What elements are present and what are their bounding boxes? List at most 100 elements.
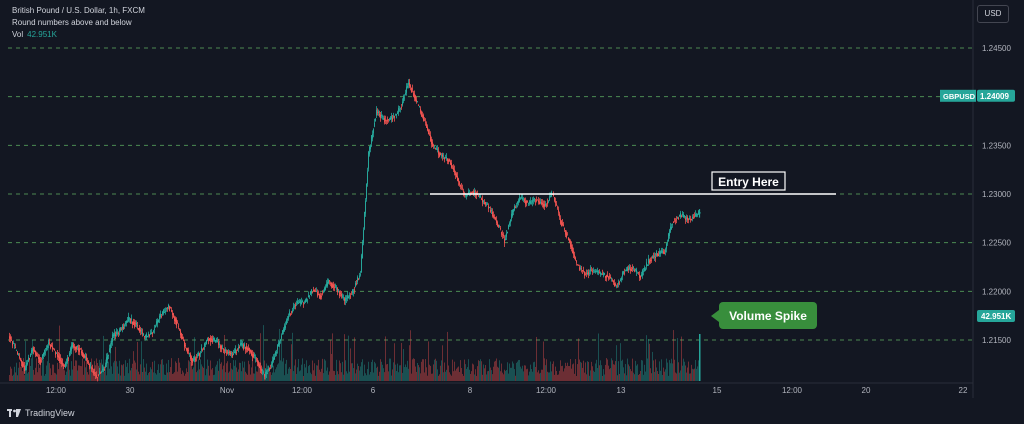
volume-bar — [113, 362, 114, 381]
tradingview-logo[interactable]: TradingView — [7, 408, 75, 418]
candle-body — [347, 295, 348, 299]
candle-body — [456, 173, 457, 178]
candle-body — [195, 358, 196, 361]
candle-body — [203, 348, 204, 350]
candle-body — [184, 341, 185, 347]
candle-body — [324, 287, 325, 292]
candle-body — [192, 358, 193, 364]
currency-button[interactable]: USD — [977, 5, 1009, 23]
candle-body — [577, 264, 578, 266]
candle-body — [228, 351, 229, 354]
candle-body — [209, 338, 210, 341]
volume-bar — [206, 368, 207, 381]
candle-body — [293, 306, 294, 309]
candle-body — [448, 159, 449, 163]
candle-body — [555, 201, 556, 204]
candle-body — [354, 289, 355, 291]
candle-body — [691, 218, 692, 221]
volume-bar — [606, 358, 607, 381]
volume-bar — [475, 369, 476, 381]
volume-bar — [676, 373, 677, 381]
candle-body — [284, 325, 285, 331]
volume-bar — [348, 335, 349, 381]
candle-body — [148, 334, 149, 336]
volume-bar — [23, 358, 24, 381]
volume-bar — [199, 369, 200, 381]
candle-body — [677, 217, 678, 219]
candle-body — [419, 106, 420, 108]
volume-histogram — [9, 325, 701, 381]
volume-bar — [154, 360, 155, 381]
volume-bar — [302, 358, 303, 381]
volume-bar — [378, 375, 379, 381]
volume-bar — [14, 366, 15, 381]
volume-bar — [383, 368, 384, 381]
volume-bar — [97, 363, 98, 381]
volume-bar — [244, 361, 245, 381]
volume-bar — [415, 366, 416, 381]
candle-body — [535, 201, 536, 203]
volume-bar — [124, 375, 125, 381]
volume-bar — [497, 366, 498, 381]
candle-body — [602, 273, 603, 275]
candle-body — [331, 282, 332, 287]
volume-bar — [585, 362, 586, 381]
candle-body — [468, 192, 469, 195]
candle-body — [196, 356, 197, 358]
candle-body — [414, 93, 415, 99]
volume-bar — [159, 372, 160, 381]
volume-bar — [438, 375, 439, 381]
candle-body — [458, 178, 459, 182]
candle-body — [23, 364, 24, 366]
candle-body — [655, 256, 656, 259]
volume-bar — [161, 359, 162, 381]
candle-body — [633, 266, 634, 269]
volume-bar — [261, 370, 262, 381]
volume-bar — [387, 363, 388, 381]
candle-body — [197, 355, 198, 357]
volume-bar — [441, 360, 442, 381]
candle-body — [621, 278, 622, 280]
volume-bar — [239, 362, 240, 381]
candle-body — [492, 211, 493, 216]
candle-body — [437, 148, 438, 151]
volume-bar — [534, 361, 535, 381]
candle-body — [426, 123, 427, 128]
volume-bar — [307, 373, 308, 381]
volume-bar — [651, 373, 652, 381]
candle-body — [566, 232, 567, 238]
volume-bar — [697, 366, 698, 381]
volume-bar — [227, 361, 228, 381]
volume-bar — [339, 360, 340, 381]
candle-body — [65, 363, 66, 368]
candle-body — [567, 234, 568, 236]
volume-bar — [425, 359, 426, 381]
candle-body — [429, 133, 430, 135]
candle-body — [571, 244, 572, 249]
candle-body — [433, 144, 434, 146]
candle-body — [57, 353, 58, 357]
volume-bar — [433, 364, 434, 381]
volume-bar — [364, 364, 365, 381]
volume-bar — [317, 365, 318, 381]
candle-body — [269, 368, 270, 370]
volume-bar — [228, 372, 229, 381]
volume-bar — [101, 359, 102, 381]
candle-body — [127, 320, 128, 323]
volume-bar — [218, 370, 219, 381]
candle-body — [66, 361, 67, 364]
volume-bar — [578, 338, 579, 381]
volume-bar — [480, 359, 481, 381]
volume-bar — [625, 364, 626, 381]
volume-bar — [503, 374, 504, 381]
candle-body — [9, 336, 10, 339]
volume-bar — [543, 341, 544, 381]
candle-body — [27, 362, 28, 364]
candle-body — [225, 349, 226, 352]
volume-bar — [79, 365, 80, 381]
candlestick-series — [9, 78, 701, 382]
volume-bar — [138, 371, 139, 381]
volume-bar — [650, 368, 651, 381]
candle-body — [517, 202, 518, 204]
